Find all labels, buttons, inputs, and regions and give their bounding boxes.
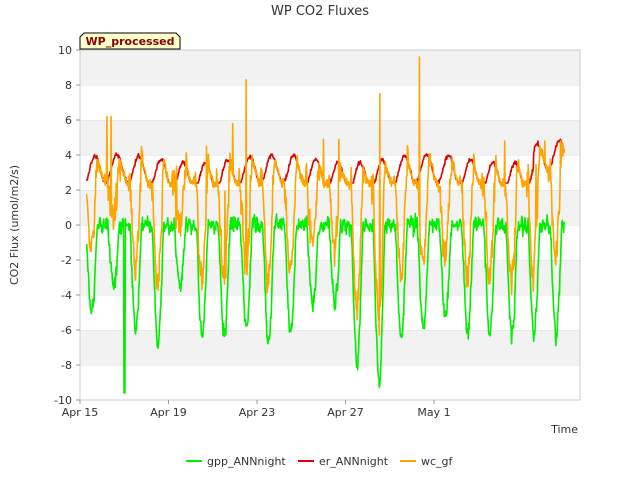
processed-badge: WP_processed bbox=[79, 32, 181, 50]
y-tick-label: -4 bbox=[61, 289, 72, 302]
y-axis-label: CO2 Flux (umol/m2/s) bbox=[8, 165, 21, 285]
y-tick-label: 4 bbox=[65, 149, 72, 162]
y-tick-label: -8 bbox=[61, 359, 72, 372]
x-tick-label: May 1 bbox=[417, 406, 450, 419]
series-gpp-ANNnight bbox=[85, 212, 565, 394]
grid-band bbox=[80, 50, 580, 85]
y-tick-label: 6 bbox=[65, 114, 72, 127]
y-tick-label: 2 bbox=[65, 184, 72, 197]
legend-label-er: er_ANNnight bbox=[319, 455, 389, 468]
legend-label-gpp: gpp_ANNnight bbox=[207, 455, 286, 468]
x-axis-label: Time bbox=[550, 423, 578, 436]
badge-text: WP_processed bbox=[86, 35, 175, 48]
y-tick-label: -6 bbox=[61, 324, 72, 337]
x-tick-label: Apr 27 bbox=[327, 406, 364, 419]
y-axis: -10 -8 -6 -4 -2 0 2 4 6 8 10 bbox=[54, 44, 80, 407]
y-tick-label: 10 bbox=[58, 44, 72, 57]
grid-band bbox=[80, 260, 580, 295]
grid-band bbox=[80, 120, 580, 155]
grid-band bbox=[80, 85, 580, 120]
y-tick-label: -2 bbox=[61, 254, 72, 267]
chart-title: WP CO2 Fluxes bbox=[271, 4, 369, 19]
x-tick-label: Apr 15 bbox=[62, 406, 99, 419]
grid-band bbox=[80, 365, 580, 400]
x-tick-label: Apr 23 bbox=[239, 406, 276, 419]
badge-box bbox=[79, 32, 181, 50]
legend-label-wc: wc_gf bbox=[421, 455, 454, 468]
y-tick-label: -10 bbox=[54, 394, 72, 407]
x-axis: Apr 15 Apr 19 Apr 23 Apr 27 May 1 bbox=[62, 400, 451, 419]
series-layer bbox=[85, 56, 565, 394]
x-tick-label: Apr 19 bbox=[150, 406, 187, 419]
legend: gpp_ANNnight er_ANNnight wc_gf bbox=[186, 455, 454, 468]
series-wc-gf bbox=[85, 56, 565, 336]
grid-band bbox=[80, 330, 580, 365]
y-tick-label: 0 bbox=[65, 219, 72, 232]
y-tick-label: 8 bbox=[65, 79, 72, 92]
grid-band bbox=[80, 295, 580, 330]
